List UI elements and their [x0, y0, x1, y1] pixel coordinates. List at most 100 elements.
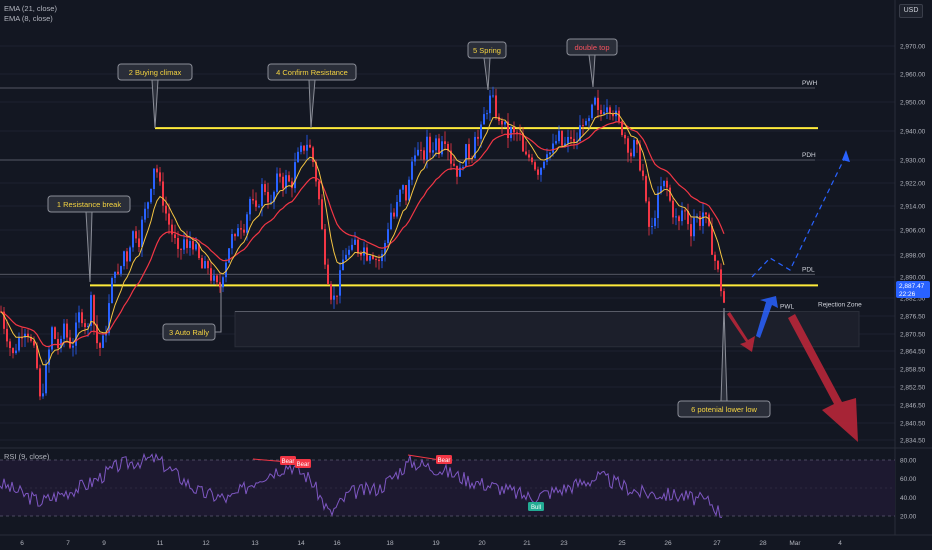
time-tick: Mar — [789, 540, 801, 547]
time-tick: 16 — [333, 540, 341, 547]
candle — [642, 170, 644, 177]
candle — [330, 283, 332, 300]
candle — [42, 393, 44, 397]
rsi-tick: 40.00 — [900, 495, 917, 502]
time-tick: 20 — [478, 540, 486, 547]
candle — [174, 234, 176, 239]
price-tick: 2,930.00 — [900, 158, 926, 165]
candle — [291, 181, 293, 189]
candle — [21, 337, 23, 339]
price-tick: 2,870.50 — [900, 332, 926, 339]
time-tick: 23 — [560, 540, 568, 547]
candle — [573, 138, 575, 142]
candle — [204, 261, 206, 269]
candle — [456, 165, 458, 177]
callout-box — [467, 41, 507, 59]
candle — [354, 239, 356, 245]
candle — [630, 152, 632, 157]
candle — [81, 312, 83, 324]
candle — [207, 261, 209, 269]
candle — [120, 266, 122, 274]
callout-text: 6 potenial lower low — [691, 405, 757, 414]
price-tick: 2,898.00 — [900, 253, 926, 260]
ema8-legend[interactable]: EMA (8, close) — [4, 14, 53, 23]
callout-pointer — [308, 79, 316, 129]
candle — [27, 333, 29, 337]
candle — [111, 277, 113, 304]
candle — [171, 224, 173, 235]
price-axis[interactable]: 2,970.00 2,960.00 2,950.00 2,940.00 2,930.00… — [894, 0, 930, 535]
candle — [669, 187, 671, 201]
candle — [663, 180, 665, 187]
candle — [684, 210, 686, 212]
candle — [645, 176, 647, 202]
candle — [543, 161, 545, 169]
candle — [333, 295, 335, 300]
candle — [714, 254, 716, 261]
time-tick: 14 — [297, 540, 305, 547]
candle — [651, 226, 653, 228]
currency-button[interactable]: USD — [899, 4, 923, 18]
callout-text: 3 Auto Rally — [169, 328, 209, 337]
candle — [99, 343, 101, 348]
time-tick: 13 — [251, 540, 259, 547]
candle — [129, 247, 131, 262]
candle — [588, 118, 590, 122]
candle — [348, 249, 350, 255]
candle — [531, 157, 533, 163]
rsi-legend[interactable]: RSI (9, close) — [4, 452, 50, 461]
candle — [609, 107, 611, 114]
candle — [273, 191, 275, 202]
rsi-signal-bull — [528, 502, 544, 511]
candle — [675, 216, 677, 218]
candle — [606, 107, 608, 113]
callout-text: double top — [574, 43, 609, 52]
candle — [699, 216, 701, 226]
candle — [444, 141, 446, 144]
ema21-legend[interactable]: EMA (21, close) — [4, 4, 57, 13]
candle — [702, 212, 704, 226]
candle — [567, 136, 569, 144]
candle — [258, 206, 260, 208]
level-label-pwl: PWL — [780, 304, 794, 311]
time-tick: 11 — [157, 540, 164, 547]
candle — [75, 322, 77, 346]
candle — [267, 191, 269, 203]
candle — [90, 295, 92, 326]
ema8-line — [0, 112, 725, 366]
candle — [648, 201, 650, 227]
candle — [423, 150, 425, 160]
candle — [462, 166, 464, 168]
callout-pointer — [483, 57, 491, 91]
candle — [57, 338, 59, 348]
candle — [297, 151, 299, 163]
callout-pointer — [151, 79, 159, 129]
candle — [246, 214, 248, 233]
time-tick: 12 — [202, 540, 210, 547]
candle — [420, 149, 422, 151]
candle — [603, 112, 605, 115]
time-tick: 26 — [664, 540, 672, 547]
time-tick: 7 — [66, 540, 70, 547]
candle — [252, 198, 254, 201]
time-tick: 18 — [386, 540, 394, 547]
candle — [321, 199, 323, 230]
candle — [636, 140, 638, 145]
price-tick: 2,950.00 — [900, 100, 926, 107]
candle — [390, 212, 392, 230]
price-tick: 2,840.50 — [900, 421, 926, 428]
candle — [177, 238, 179, 249]
callout-box — [267, 63, 357, 81]
candle — [432, 150, 434, 153]
candle — [612, 113, 614, 117]
price-tick: 2,960.00 — [900, 72, 926, 79]
callout-pointer — [588, 54, 596, 88]
candle — [9, 341, 11, 349]
candle — [357, 239, 359, 254]
candle — [213, 275, 215, 281]
time-axis[interactable]: 6 7 9 11 12 13 14 16 18 19 20 21 23 25 26 27 28 Mar 4 — [0, 534, 932, 547]
candle — [24, 333, 26, 338]
candle — [303, 145, 305, 151]
